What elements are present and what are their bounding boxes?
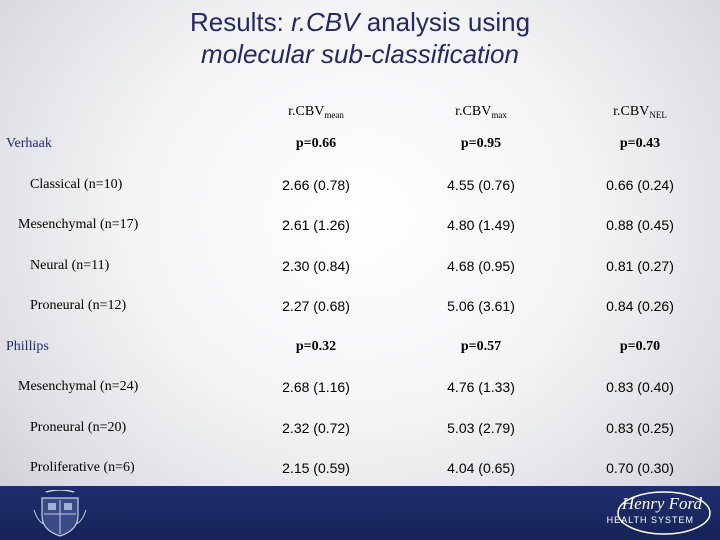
- group-name: Verhaak: [6, 136, 52, 152]
- cell-mean: 2.32 (0.72): [282, 419, 350, 436]
- row-label: Proneural (n=20): [30, 419, 127, 435]
- footer-bar: Henry Ford HEALTH SYSTEM: [0, 486, 720, 540]
- cell-mean: 2.27 (0.68): [282, 298, 350, 315]
- cell-mean: 2.66 (0.78): [282, 176, 350, 193]
- table-row: Classical (n=10) 2.66 (0.78) 4.55 (0.76)…: [0, 165, 720, 206]
- logo-text-tagline: HEALTH SYSTEM: [606, 515, 694, 525]
- p-value-max: p=0.57: [460, 338, 502, 354]
- table-row: Proliferative (n=6) 2.15 (0.59) 4.04 (0.…: [0, 448, 720, 489]
- table-row: Mesenchymal (n=24) 2.68 (1.16) 4.76 (1.3…: [0, 367, 720, 408]
- header-rcbv-mean: r.CBVmean: [288, 104, 344, 120]
- cell-nel: 0.84 (0.26): [606, 298, 674, 315]
- cell-nel: 0.83 (0.25): [606, 419, 674, 436]
- university-crest-logo: [33, 490, 87, 537]
- table-row: Proneural (n=12) 2.27 (0.68) 5.06 (3.61)…: [0, 286, 720, 327]
- slide-title: Results: r.CBV analysis using molecular …: [0, 6, 720, 70]
- group-row-phillips: Phillips p=0.32 p=0.57 p=0.70: [0, 327, 720, 368]
- table-row: Mesenchymal (n=17) 2.61 (1.26) 4.80 (1.4…: [0, 205, 720, 246]
- health-system-logo: [617, 491, 711, 535]
- group-row-verhaak: Verhaak p=0.66 p=0.95 p=0.43: [0, 124, 720, 165]
- slide-title-line-2: molecular sub-classification: [201, 39, 519, 69]
- header-row: r.CBVmean r.CBVmax r.CBVNEL: [0, 84, 720, 124]
- row-label: Mesenchymal (n=17): [18, 217, 139, 233]
- cell-mean: 2.30 (0.84): [282, 257, 350, 274]
- cell-nel: 0.70 (0.30): [606, 460, 674, 477]
- cell-max: 4.80 (1.49): [447, 217, 515, 234]
- group-name: Phillips: [6, 338, 49, 354]
- row-label: Proneural (n=12): [30, 298, 127, 314]
- cell-mean: 2.68 (1.16): [282, 379, 350, 396]
- table-row: Neural (n=11) 2.30 (0.84) 4.68 (0.95) 0.…: [0, 246, 720, 287]
- cell-max: 5.06 (3.61): [447, 298, 515, 315]
- header-rcbv-nel: r.CBVNEL: [613, 104, 667, 120]
- header-rcbv-max: r.CBVmax: [455, 104, 507, 120]
- table-row: Proneural (n=20) 2.32 (0.72) 5.03 (2.79)…: [0, 408, 720, 449]
- results-table: r.CBVmean r.CBVmax r.CBVNEL Verhaak p=0.…: [0, 84, 720, 489]
- header-empty-cell: [0, 84, 230, 124]
- p-value-mean: p=0.66: [295, 136, 337, 152]
- p-value-mean: p=0.32: [295, 338, 337, 354]
- cell-max: 4.76 (1.33): [447, 379, 515, 396]
- cell-mean: 2.15 (0.59): [282, 460, 350, 477]
- row-label: Mesenchymal (n=24): [18, 379, 139, 395]
- cell-max: 5.03 (2.79): [447, 419, 515, 436]
- p-value-nel: p=0.70: [619, 338, 661, 354]
- cell-nel: 0.81 (0.27): [606, 257, 674, 274]
- row-label: Neural (n=11): [30, 257, 110, 273]
- logo-text-name: Henry Ford: [621, 494, 702, 513]
- row-label: Classical (n=10): [30, 176, 123, 192]
- cell-max: 4.04 (0.65): [447, 460, 515, 477]
- p-value-max: p=0.95: [460, 136, 502, 152]
- cell-mean: 2.61 (1.26): [282, 217, 350, 234]
- cell-max: 4.68 (0.95): [447, 257, 515, 274]
- p-value-nel: p=0.43: [619, 136, 661, 152]
- cell-max: 4.55 (0.76): [447, 176, 515, 193]
- cell-nel: 0.66 (0.24): [606, 176, 674, 193]
- slide-title-line-1: Results: r.CBV analysis using: [189, 7, 531, 37]
- row-label: Proliferative (n=6): [30, 460, 135, 476]
- cell-nel: 0.83 (0.40): [606, 379, 674, 396]
- cell-nel: 0.88 (0.45): [606, 217, 674, 234]
